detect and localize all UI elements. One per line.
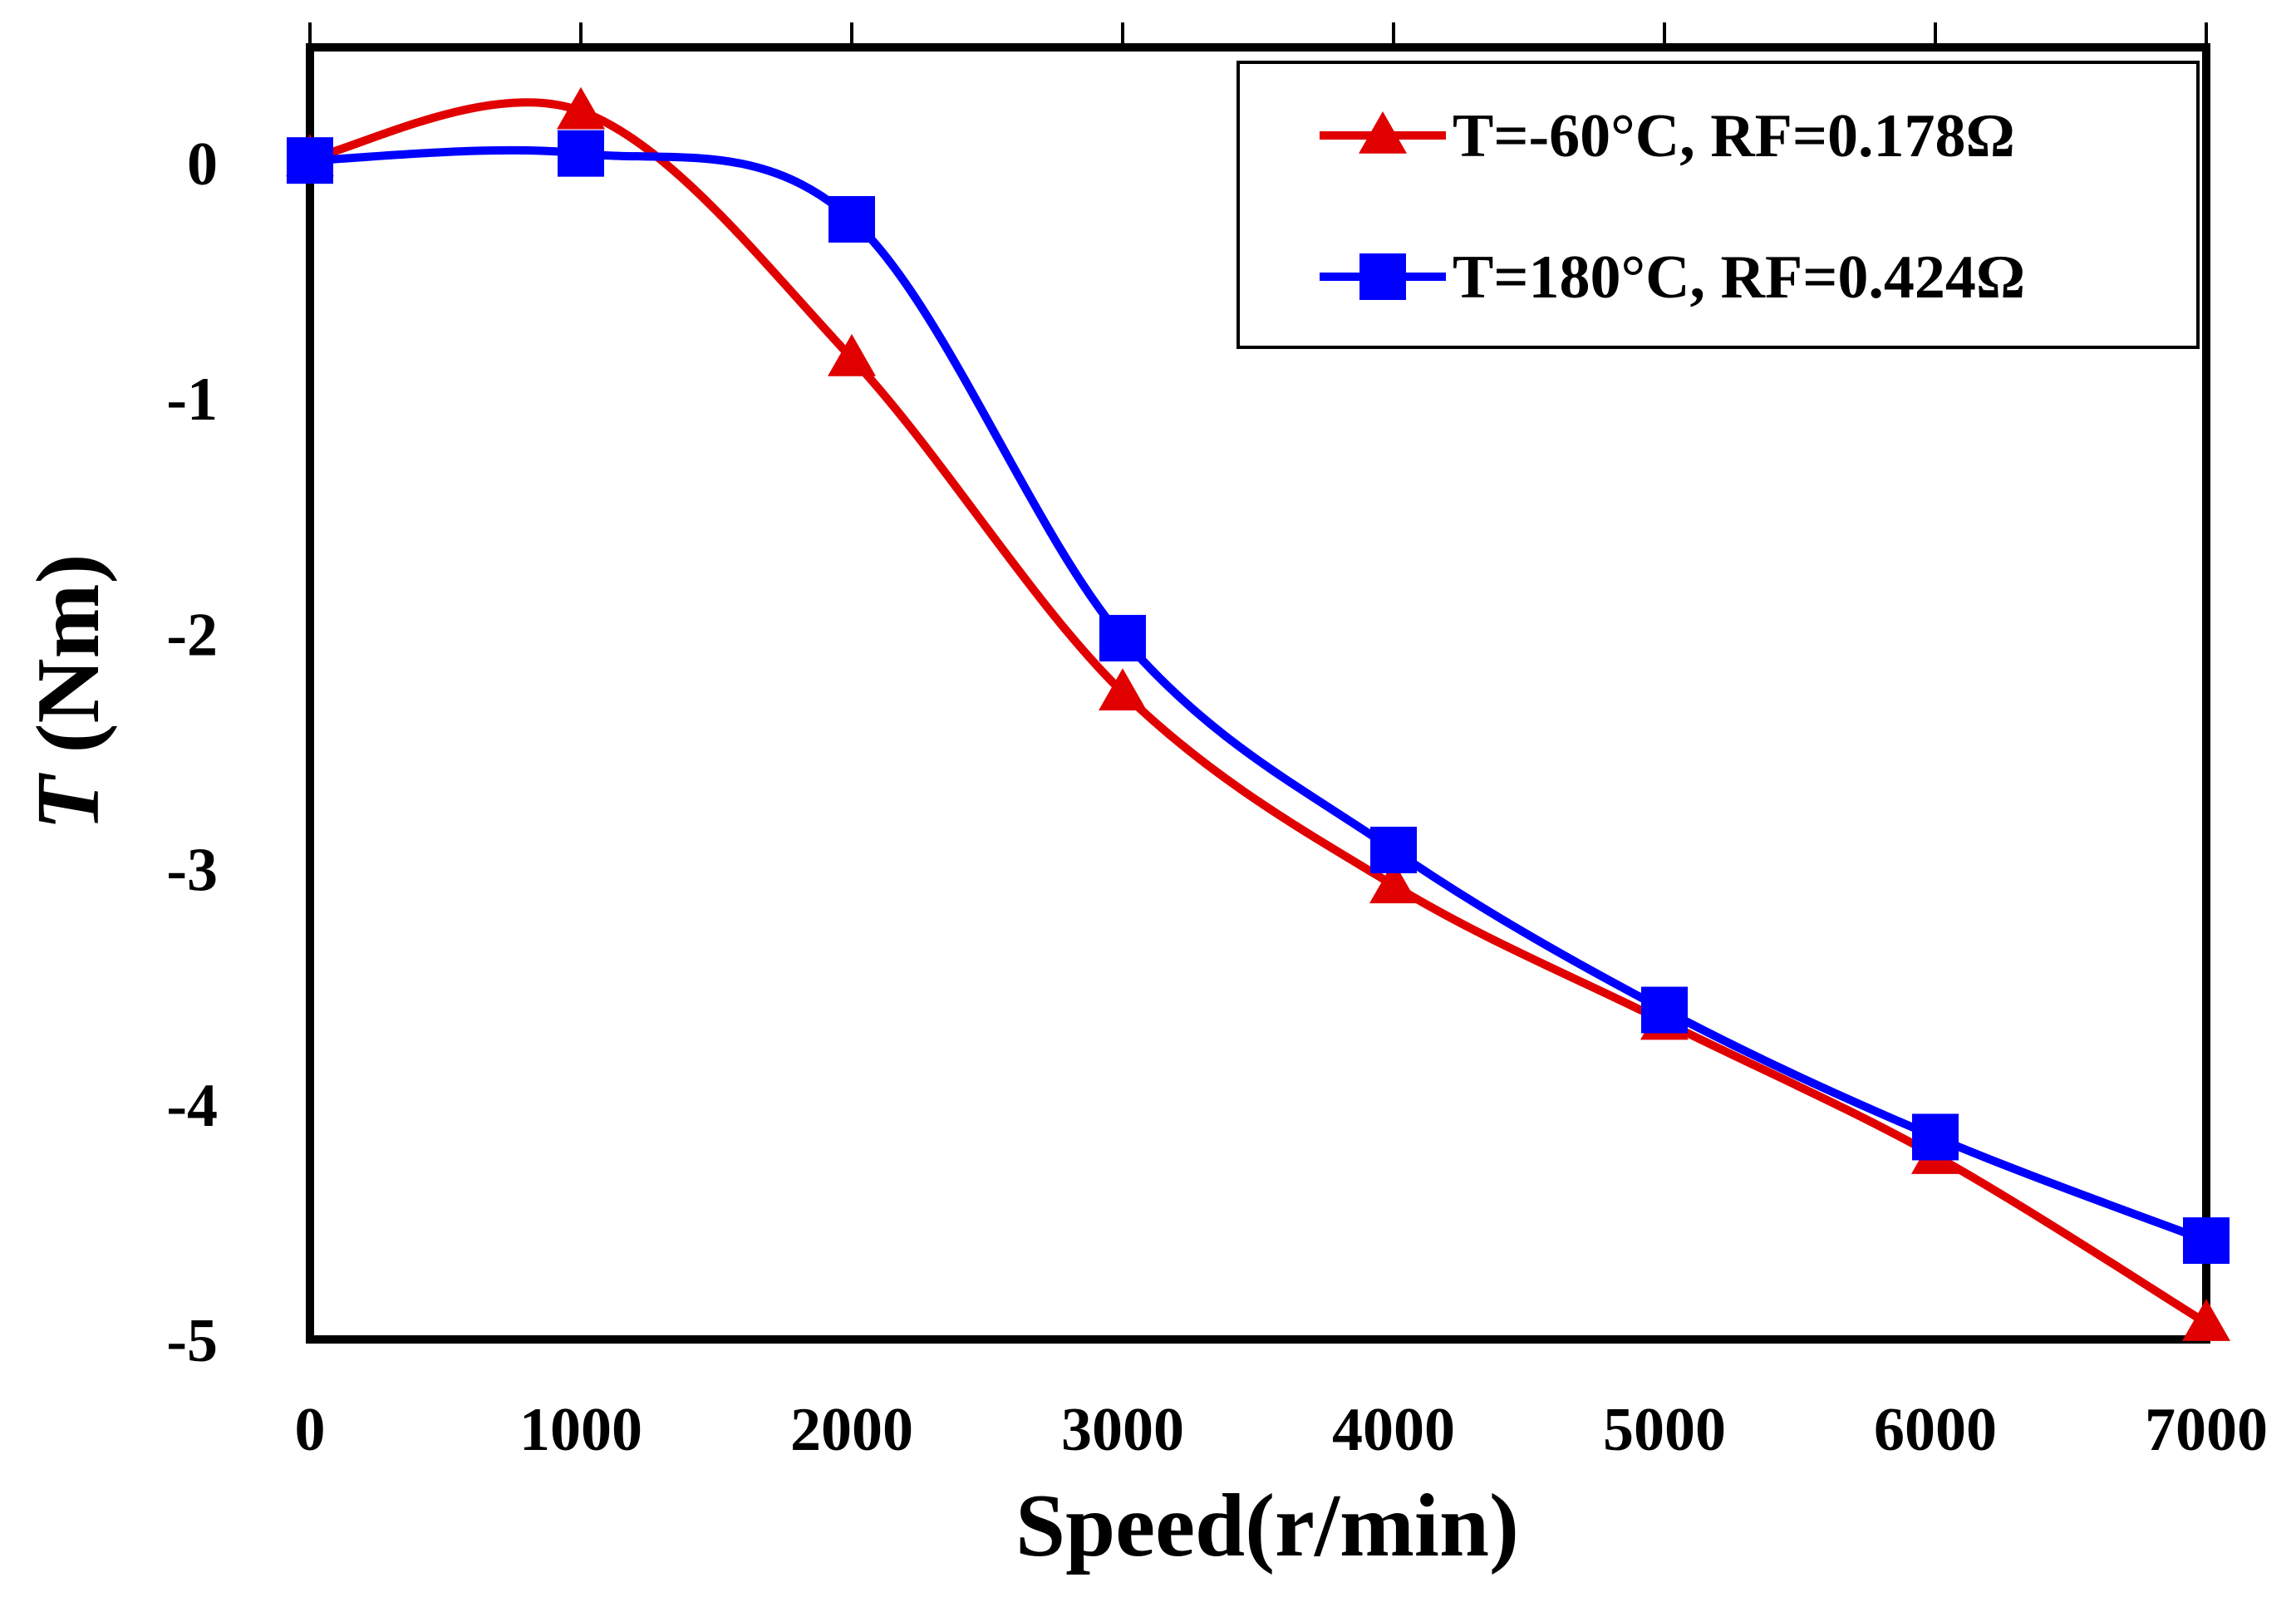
x-tick-label: 5000 bbox=[1603, 1396, 1726, 1464]
legend-square-marker bbox=[1359, 253, 1406, 300]
series-2 bbox=[287, 130, 2230, 1265]
triangle-marker bbox=[2182, 1299, 2230, 1341]
y-axis-label: T (Nm) bbox=[19, 554, 118, 831]
legend-items: T=-60°C, RF=0.178Ω T=180°C, RF=0.424Ω bbox=[1320, 102, 2025, 312]
series-line bbox=[309, 98, 2209, 1327]
square-marker bbox=[1641, 986, 1688, 1034]
y-tick-label: 0 bbox=[187, 130, 218, 199]
legend: T=-60°C, RF=0.178Ω T=180°C, RF=0.424Ω bbox=[1236, 61, 2200, 349]
legend-triangle-marker bbox=[1359, 111, 1407, 154]
square-marker bbox=[558, 130, 604, 177]
square-marker bbox=[1912, 1113, 1959, 1161]
square-marker bbox=[1099, 615, 1146, 662]
triangle-marker bbox=[1369, 861, 1418, 904]
x-axis-ticks: 0 1000 2000 3000 4000 5000 6000 7000 bbox=[295, 22, 2268, 1464]
triangle-marker bbox=[828, 334, 876, 376]
square-marker bbox=[2183, 1217, 2230, 1265]
y-tick-label: -2 bbox=[166, 601, 218, 669]
y-axis-ticks: 0 -1 -2 -3 -4 -5 bbox=[166, 130, 218, 1375]
legend-label: T=-60°C, RF=0.178Ω bbox=[1453, 102, 2015, 170]
x-tick-label: 2000 bbox=[790, 1396, 913, 1464]
x-tick-label: 7000 bbox=[2145, 1396, 2268, 1464]
triangle-marker bbox=[1099, 668, 1147, 710]
x-tick-label: 3000 bbox=[1061, 1396, 1184, 1464]
series-1 bbox=[286, 86, 2230, 1341]
y-tick-label: -1 bbox=[166, 366, 218, 434]
x-tick-label: 6000 bbox=[1874, 1396, 1997, 1464]
triangle-marker bbox=[557, 86, 605, 130]
y-tick-label: -3 bbox=[166, 837, 218, 905]
legend-item: T=180°C, RF=0.424Ω bbox=[1320, 243, 2025, 312]
y-tick-label: -4 bbox=[166, 1072, 218, 1140]
series-layer bbox=[286, 86, 2230, 1341]
y-tick-label: -5 bbox=[166, 1307, 218, 1375]
x-tick-label: 1000 bbox=[519, 1396, 642, 1464]
plot-area bbox=[306, 43, 2210, 1344]
x-axis-label: Speed(r/min) bbox=[1015, 1477, 1519, 1575]
square-marker bbox=[828, 195, 875, 243]
x-tick-label: 0 bbox=[295, 1396, 326, 1464]
legend-label: T=180°C, RF=0.424Ω bbox=[1453, 243, 2025, 312]
x-tick-label: 4000 bbox=[1332, 1396, 1455, 1464]
square-marker bbox=[1370, 826, 1417, 873]
legend-item: T=-60°C, RF=0.178Ω bbox=[1320, 102, 2015, 170]
square-marker bbox=[287, 137, 333, 184]
series-line bbox=[309, 145, 2208, 1245]
